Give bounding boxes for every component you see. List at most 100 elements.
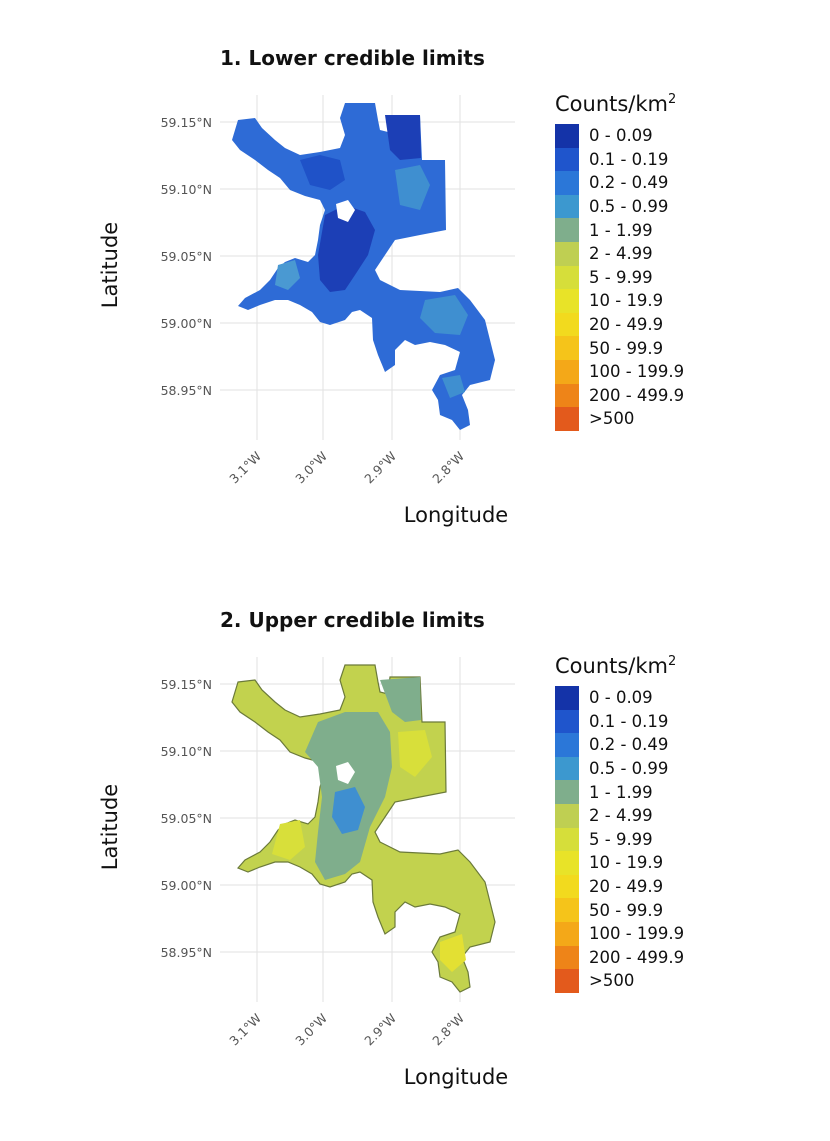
legend-item: 0.2 - 0.49 — [555, 733, 815, 757]
x-tick-label: 3.0°W — [292, 1011, 330, 1049]
x-tick-labels: 3.1°W 3.0°W 2.9°W 2.8°W — [226, 1011, 467, 1049]
x-axis-title: Longitude — [404, 1065, 508, 1089]
legend-swatch — [555, 147, 579, 172]
legend-title: Counts/km2 — [555, 654, 677, 678]
legend-item: 0.1 - 0.19 — [555, 709, 815, 734]
legend-title: Counts/km2 — [555, 92, 677, 116]
map-hole — [336, 200, 355, 222]
legend-item: 100 - 199.9 — [555, 359, 815, 384]
legend-items: 0 - 0.09 0.1 - 0.19 0.2 - 0.49 0.5 - 0.99 1 … — [555, 124, 815, 431]
region-patch — [380, 677, 421, 722]
x-tick-label: 2.8°W — [429, 449, 467, 487]
legend-item: 50 - 99.9 — [555, 898, 815, 922]
y-tick-label: 58.95°N — [161, 383, 212, 398]
map-plot: 59.15°N 59.10°N 59.05°N 59.00°N 58.95°N … — [98, 657, 515, 1089]
region-patch — [318, 205, 375, 292]
legend-items: 0 - 0.09 0.1 - 0.19 0.2 - 0.49 0.5 - 0.99 1 … — [555, 686, 815, 993]
legend-item: 1 - 1.99 — [555, 218, 815, 242]
region-patch — [300, 155, 345, 190]
legend-item: >500 — [555, 407, 815, 431]
legend-label: 0.5 - 0.99 — [589, 759, 669, 779]
legend-swatch — [555, 780, 579, 804]
map-panel-lower: 1. Lower credible limits 59.15°N 5 — [0, 0, 830, 560]
y-tick-label: 59.15°N — [161, 677, 212, 692]
legend-label: 100 - 199.9 — [589, 924, 685, 944]
region-patch — [420, 295, 468, 335]
panel-title: 2. Upper credible limits — [220, 608, 485, 632]
legend-label: 20 - 49.9 — [589, 315, 664, 335]
legend-swatch — [555, 289, 579, 313]
x-tick-label: 2.8°W — [429, 1011, 467, 1049]
region-patch — [440, 934, 466, 972]
y-tick-label: 59.10°N — [161, 744, 212, 759]
legend-swatch — [555, 124, 579, 148]
map-hole — [336, 762, 355, 784]
region-patch — [272, 820, 305, 860]
legend-label: 200 - 499.9 — [589, 385, 685, 405]
y-tick-label: 58.95°N — [161, 945, 212, 960]
legend-label: 100 - 199.9 — [589, 362, 685, 382]
legend-item: 200 - 499.9 — [555, 383, 815, 408]
legend-label: >500 — [589, 409, 635, 429]
legend-item: 200 - 499.9 — [555, 945, 815, 970]
legend-swatch — [555, 756, 579, 781]
region-patch — [332, 787, 365, 834]
legend-swatch — [555, 407, 579, 431]
legend-label: 5 - 9.99 — [589, 267, 653, 287]
legend-item: 20 - 49.9 — [555, 874, 815, 899]
legend-item: 2 - 4.99 — [555, 803, 815, 828]
legend-item: 2 - 4.99 — [555, 241, 815, 266]
legend-swatch — [555, 945, 579, 970]
legend-swatch — [555, 921, 579, 946]
legend-swatch — [555, 709, 579, 734]
x-tick-label: 2.9°W — [361, 449, 399, 487]
map-plot: 59.15°N 59.10°N 59.05°N 59.00°N 58.95°N … — [98, 95, 515, 527]
legend-label: 0.1 - 0.19 — [589, 711, 669, 731]
x-tick-label: 3.0°W — [292, 449, 330, 487]
legend-label: 0 - 0.09 — [589, 126, 653, 146]
legend-item: 0.5 - 0.99 — [555, 756, 815, 781]
legend-swatch — [555, 265, 579, 290]
legend-swatch — [555, 969, 579, 993]
legend-item: 1 - 1.99 — [555, 780, 815, 804]
y-tick-label: 59.15°N — [161, 115, 212, 130]
y-tick-label: 59.00°N — [161, 316, 212, 331]
y-tick-label: 59.00°N — [161, 878, 212, 893]
x-tick-label: 3.1°W — [226, 449, 264, 487]
legend-label: 2 - 4.99 — [589, 806, 653, 826]
legend-item: >500 — [555, 969, 815, 993]
legend: Counts/km2 0 - 0.09 0.1 - 0.19 0.2 - 0.49 0… — [555, 654, 815, 993]
legend-swatch — [555, 241, 579, 266]
legend-label: 1 - 1.99 — [589, 782, 653, 802]
legend-item: 10 - 19.9 — [555, 851, 815, 875]
legend-swatch — [555, 218, 579, 242]
region-fill — [232, 103, 495, 430]
legend-item: 50 - 99.9 — [555, 336, 815, 360]
legend-label: 50 - 99.9 — [589, 338, 664, 358]
region-patch — [385, 115, 421, 160]
legend-swatch — [555, 803, 579, 828]
y-tick-labels: 59.15°N 59.10°N 59.05°N 59.00°N 58.95°N — [161, 115, 212, 398]
legend-swatch — [555, 874, 579, 899]
region-fill — [231, 664, 496, 993]
legend-label: 0 - 0.09 — [589, 688, 653, 708]
y-axis-title: Latitude — [98, 222, 122, 308]
y-tick-label: 59.10°N — [161, 182, 212, 197]
panel-title: 1. Lower credible limits — [220, 46, 485, 70]
legend-item: 100 - 199.9 — [555, 921, 815, 946]
x-axis-title: Longitude — [404, 503, 508, 527]
legend-label: 1 - 1.99 — [589, 220, 653, 240]
region-patch — [398, 730, 432, 777]
legend-swatch — [555, 383, 579, 408]
legend-item: 0.5 - 0.99 — [555, 194, 815, 219]
legend-item: 5 - 9.99 — [555, 265, 815, 290]
legend-label: 20 - 49.9 — [589, 877, 664, 897]
legend-item: 0.1 - 0.19 — [555, 147, 815, 172]
legend-label: 0.5 - 0.99 — [589, 197, 669, 217]
legend: Counts/km2 0 - 0.09 0.1 - 0.19 0.2 - 0.49 0… — [555, 92, 815, 431]
region-patch — [275, 260, 300, 290]
legend-item: 0.2 - 0.49 — [555, 171, 815, 195]
y-tick-label: 59.05°N — [161, 249, 212, 264]
legend-swatch — [555, 194, 579, 219]
legend-label: 10 - 19.9 — [589, 853, 664, 873]
